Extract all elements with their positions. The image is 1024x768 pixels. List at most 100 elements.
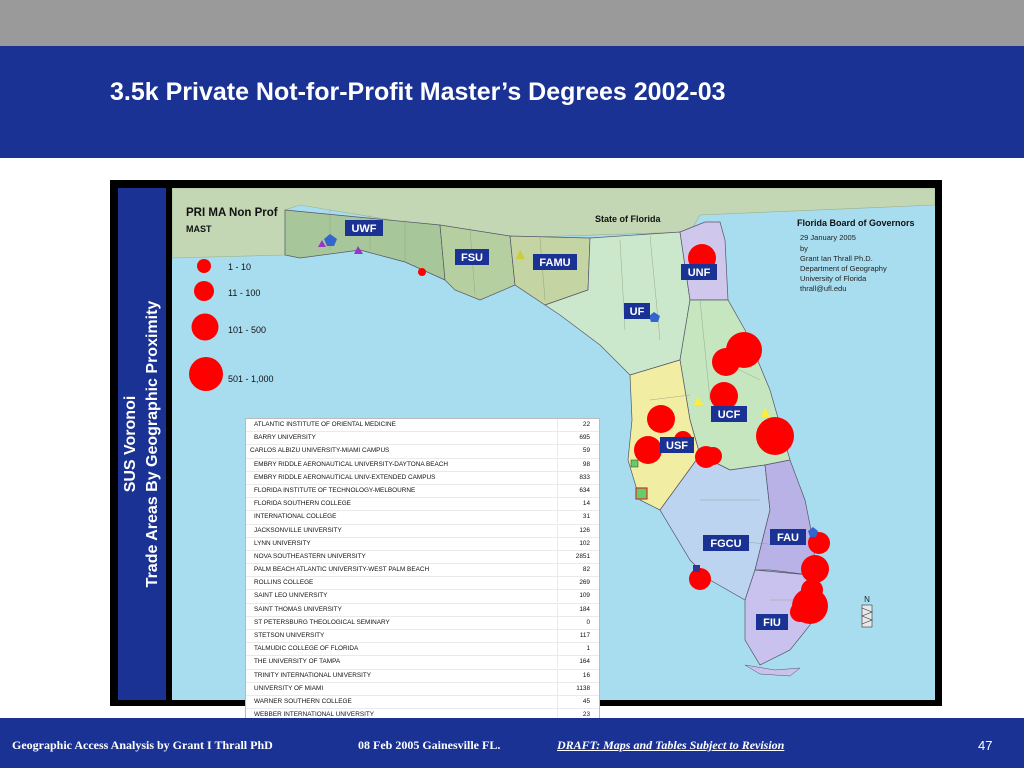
sus-label-bg [681,264,717,280]
square-icon [693,565,700,572]
sus-labels: UWF FSU FAMU UNF UF UCF USF FGCU FAU FIU [345,220,806,630]
sus-label-bg [711,406,747,422]
table-row: UNIVERSITY OF MIAMI 1138 [246,682,599,696]
sus-label-bg [624,303,650,319]
institution-count: 23 [557,709,590,722]
legend-dot-large [191,313,219,341]
institution-count: 16 [557,669,590,682]
sus-label-bg [756,614,788,630]
legend-dot-small [197,259,211,273]
slide-title: 3.5k Private Not-for-Profit Master’s Deg… [110,78,726,106]
triangle-icon [354,246,363,254]
map-title: PRI MA Non Prof [186,207,278,219]
triangle-icon [516,250,525,259]
legend-label-1: 1 - 10 [228,262,251,272]
institution-count: 184 [557,603,590,616]
institution-count: 59 [557,445,590,458]
institution-name: FLORIDA INSTITUTE OF TECHNOLOGY-MELBOURN… [254,486,416,494]
institution-count: 833 [557,471,590,484]
table-row: SAINT THOMAS UNIVERSITY 184 [246,603,599,617]
institution-name: SAINT THOMAS UNIVERSITY [254,605,342,613]
marker-dot [790,602,810,622]
credits-date: 29 January 2005 [800,233,856,242]
page-number: 47 [978,738,993,753]
sidebar-title: SUS Voronoi Trade Areas By Geographic Pr… [120,301,164,588]
marker-dot [704,447,722,465]
institution-name: PALM BEACH ATLANTIC UNIVERSITY-WEST PALM… [254,566,430,574]
table-row: BARRY UNIVERSITY 695 [246,432,599,446]
legend-label-2: 11 - 100 [228,288,260,298]
institution-name: FLORIDA SOUTHERN COLLEGE [254,500,351,508]
sus-label-uf: UF [630,306,645,318]
sus-label-bg [703,535,749,551]
square-icon [630,459,639,468]
sus-label-bg [660,437,694,453]
table-row: CARLOS ALBIZU UNIVERSITY-MIAMI CAMPUS 59 [246,445,599,459]
institution-name: INTERNATIONAL COLLEGE [254,513,337,521]
sus-label-famu: FAMU [539,257,570,269]
table-row: ROLLINS COLLEGE 269 [246,577,599,591]
table-row: STETSON UNIVERSITY 117 [246,630,599,644]
institution-name: BARRY UNIVERSITY [254,434,316,442]
marker-dot [634,436,662,464]
institution-name: EMBRY RIDDLE AERONAUTICAL UNIV-EXTENDED … [254,473,436,481]
pentagon-icon [808,527,818,537]
institution-count: 82 [557,564,590,577]
marker-dot [710,382,738,410]
table-row: EMBRY RIDDLE AERONAUTICAL UNIV-EXTENDED … [246,471,599,485]
institution-name: LYNN UNIVERSITY [254,539,311,547]
triangle-icon [318,240,326,247]
institution-name: ATLANTIC INSTITUTE OF ORIENTAL MEDICINE [254,421,396,428]
sidebar-title-line2: Trade Areas By Geographic Proximity [144,300,161,588]
marker-dot [756,417,794,455]
table-row: LYNN UNIVERSITY 102 [246,537,599,551]
table-row: FLORIDA SOUTHERN COLLEGE 14 [246,498,599,512]
table-row: TRINITY INTERNATIONAL UNIVERSITY 16 [246,669,599,683]
institution-name: ROLLINS COLLEGE [254,579,314,587]
pentagon-icon [649,312,660,322]
pentagon-icon [324,234,337,246]
table-row: JACKSONVILLE UNIVERSITY 126 [246,524,599,538]
institution-name: EMBRY RIDDLE AERONAUTICAL UNIVERSITY-DAY… [254,460,449,468]
institution-name: WEBBER INTERNATIONAL UNIVERSITY [254,711,375,719]
florida-keys [744,664,801,677]
institution-name: JACKSONVILLE UNIVERSITY [254,526,342,534]
institution-name: CARLOS ALBIZU UNIVERSITY-MIAMI CAMPUS [250,447,390,455]
table-row: ST PETERSBURG THEOLOGICAL SEMINARY 0 [246,616,599,630]
legend-label-3: 101 - 500 [228,325,266,335]
institution-name: TRINITY INTERNATIONAL UNIVERSITY [254,671,372,679]
sidebar-panel [118,188,166,700]
sus-symbols [318,234,818,572]
marker-dot [418,268,426,276]
institution-name: SAINT LEO UNIVERSITY [254,592,328,600]
sus-label-fau: FAU [777,532,799,544]
table-row: ATLANTIC INSTITUTE OF ORIENTAL MEDICINE 2… [246,419,599,433]
square-icon [635,487,648,500]
institution-markers [418,244,830,624]
table-row: EMBRY RIDDLE AERONAUTICAL UNIVERSITY-DAY… [246,458,599,472]
north-label: N [864,595,870,604]
triangle-icon [694,397,703,405]
table-row: PALM BEACH ATLANTIC UNIVERSITY-WEST PALM… [246,564,599,578]
sus-label-ucf: UCF [718,409,741,421]
sus-label-bg [770,529,806,545]
sus-label-bg [455,249,489,265]
sus-label-bg [533,254,577,270]
sus-label-fgcu: FGCU [710,538,741,550]
legend-dot-medium [194,281,214,301]
institution-name: NOVA SOUTHEASTERN UNIVERSITY [254,552,366,560]
footer-author: Geographic Access Analysis by Grant I Th… [12,738,273,752]
state-label: State of Florida [595,214,661,224]
marker-dot [689,568,711,590]
top-gray-bar [0,0,1024,46]
sus-label-fiu: FIU [763,617,781,629]
table-row: SAINT LEO UNIVERSITY 109 [246,590,599,604]
legend-dot-xlarge [189,357,223,391]
credits-univ: University of Florida [800,274,867,283]
north-arrow-pattern [861,607,873,625]
table-row: WARNER SOUTHERN COLLEGE 45 [246,695,599,710]
sus-label-usf: USF [666,440,688,452]
institution-count: 1 [557,643,590,656]
sus-label-unf: UNF [688,267,711,279]
credits-org: Florida Board of Governors [797,218,915,228]
